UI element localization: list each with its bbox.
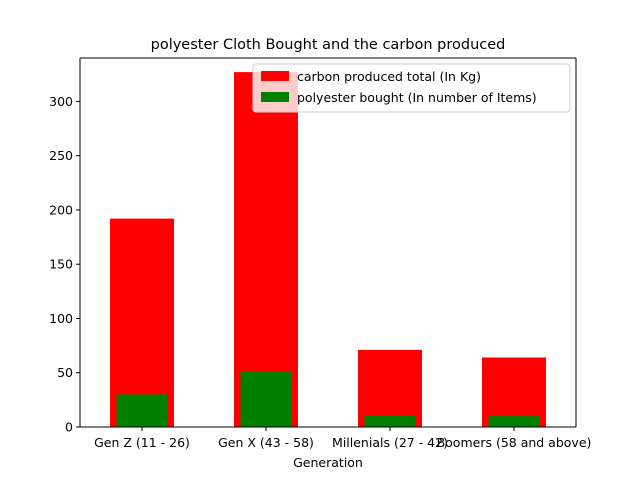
y-tick-label: 200	[49, 202, 73, 217]
legend: carbon produced total (In Kg) polyester b…	[252, 63, 571, 113]
x-tick-label: Millenials (27 - 42)	[332, 435, 448, 450]
bar-series0-2	[358, 349, 422, 427]
bar-series0-3	[482, 357, 546, 427]
y-tick-label: 0	[65, 420, 73, 435]
x-tick-label: Boomers (58 and above)	[437, 435, 592, 450]
legend-swatch-1	[261, 92, 289, 102]
bar-series0-0	[110, 218, 174, 427]
axes-layer: 0 50 100 150 200 250 300 Gen Z (11 - 26) Gen X (…	[49, 57, 592, 450]
bar-series1-0	[116, 394, 168, 427]
bar-series1-3	[488, 416, 540, 427]
legend-swatch-0	[261, 71, 289, 81]
x-tick-label: Gen X (43 - 58)	[218, 435, 314, 450]
bar-series0-1	[234, 72, 298, 427]
y-tick-label: 300	[49, 94, 73, 109]
y-tick-label: 250	[49, 148, 73, 163]
x-axis-label: Generation	[293, 455, 363, 470]
legend-label-0: carbon produced total (In Kg)	[297, 69, 481, 84]
bars-layer	[110, 72, 546, 427]
legend-label-1: polyester bought (In number of Items)	[297, 90, 537, 105]
bar-series1-2	[364, 415, 416, 427]
legend-box	[252, 63, 571, 113]
bar-series1-1	[240, 371, 292, 427]
y-tick-label: 100	[49, 311, 73, 326]
x-tick-label: Gen Z (11 - 26)	[94, 435, 190, 450]
y-tick-label: 50	[57, 365, 73, 380]
chart-title: polyester Cloth Bought and the carbon pr…	[151, 37, 506, 53]
y-tick-label: 150	[49, 257, 73, 272]
